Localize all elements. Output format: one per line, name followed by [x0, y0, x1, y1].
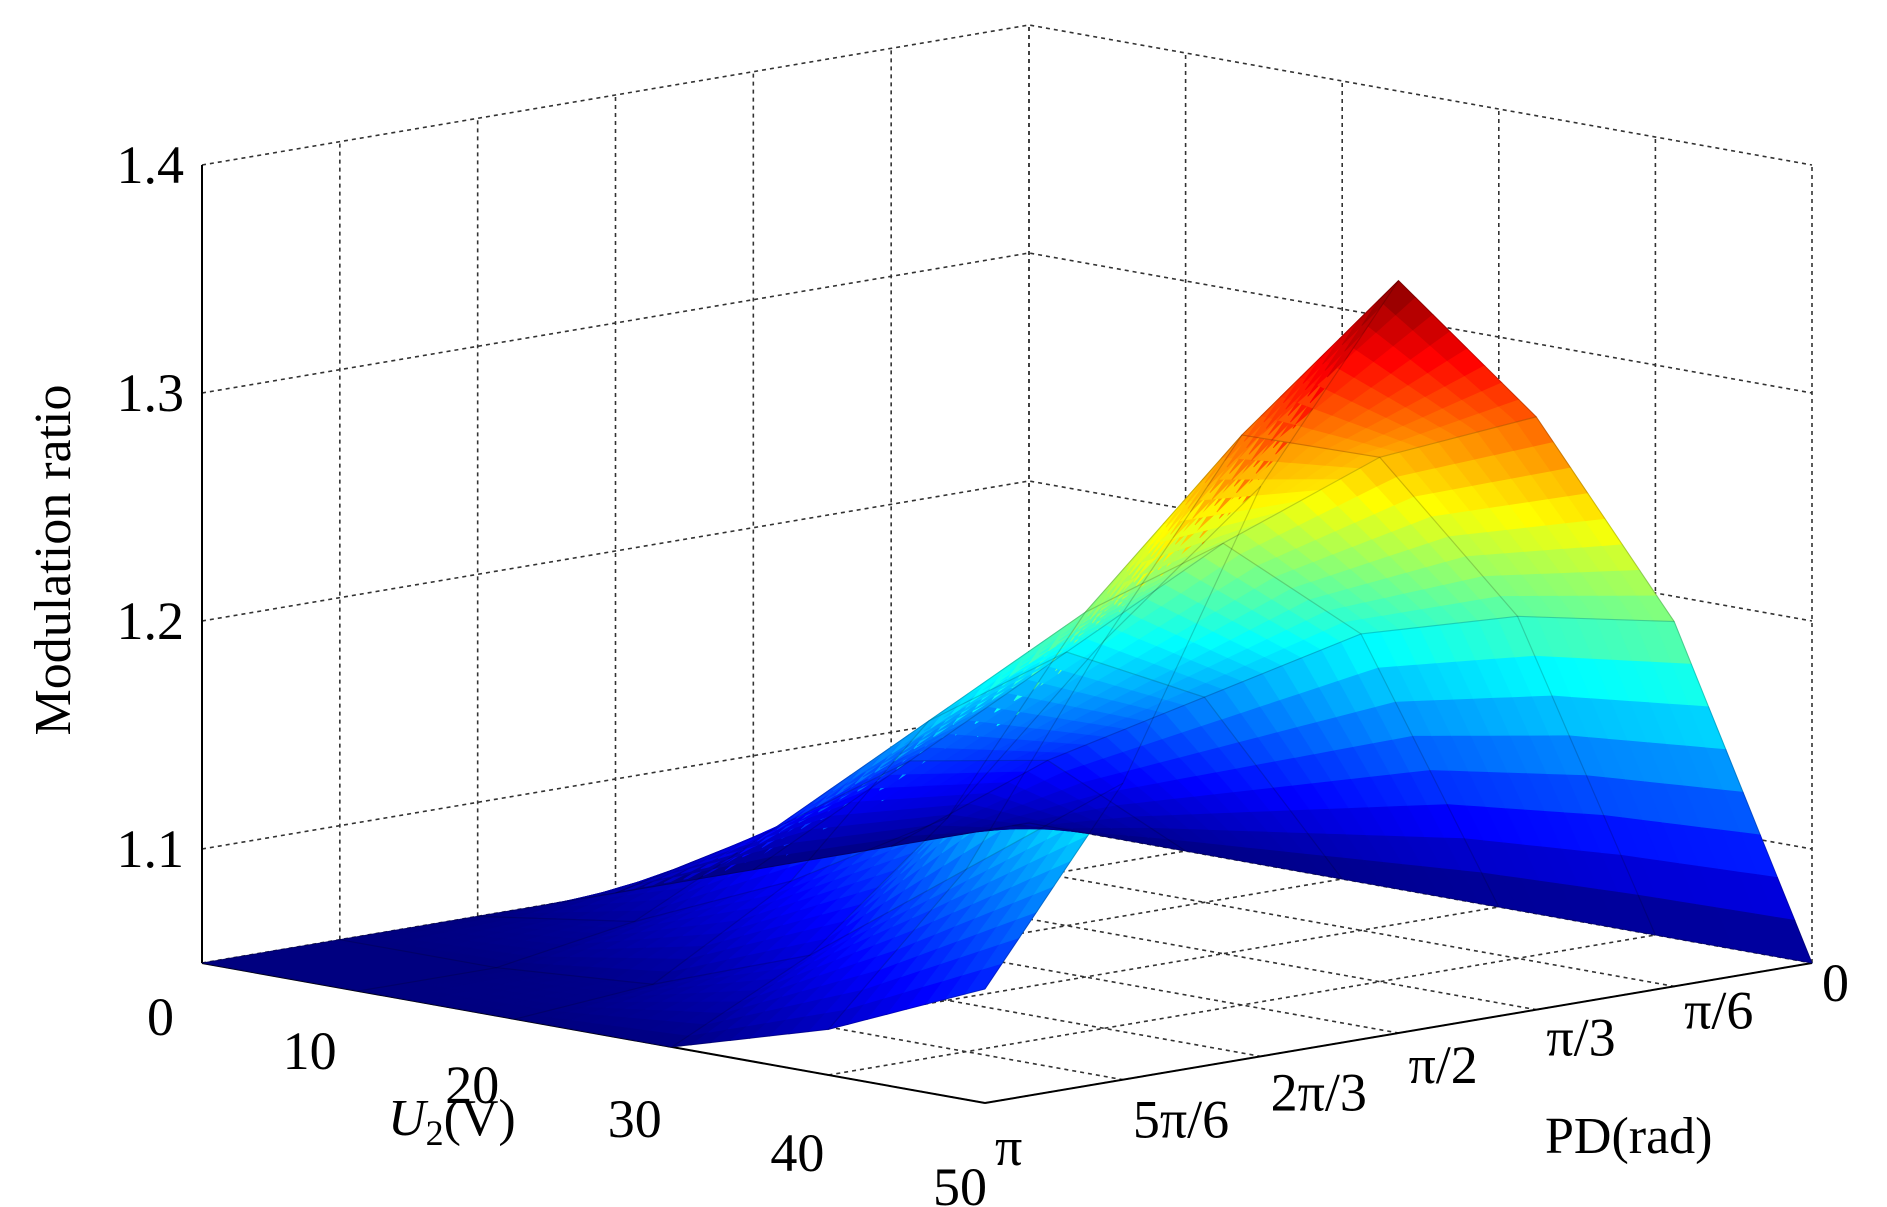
surface-mesh-line — [1028, 822, 1813, 964]
z-tick-label: 1.3 — [117, 363, 185, 423]
y-tick-label: 2π/3 — [1271, 1062, 1367, 1122]
y-tick-label: π/2 — [1409, 1035, 1478, 1095]
grid-line-floor — [828, 934, 1656, 1076]
x-tick-label: 0 — [147, 987, 174, 1047]
y-tick-label: 5π/6 — [1133, 1090, 1229, 1150]
surface-mesh-line — [890, 615, 1675, 847]
x-tick-label: 30 — [608, 1089, 662, 1149]
surface-mesh-line — [358, 759, 1186, 992]
x-tick-label: 20 — [445, 1055, 499, 1115]
y-tick-label: π/6 — [1684, 980, 1753, 1040]
y-axis-line — [984, 962, 1813, 1104]
y-tick-label: π/3 — [1546, 1008, 1615, 1068]
surface-mesh-line — [201, 962, 986, 1048]
surface-mesh-line — [671, 542, 1500, 1048]
surface-mesh-line — [477, 485, 1262, 923]
surface-mesh-line — [984, 279, 1813, 990]
x-tick-label: 40 — [770, 1123, 824, 1183]
x-axis-label-subscript: 2 — [426, 1113, 444, 1153]
surface-mesh-line — [201, 822, 1030, 964]
x-axis-label: U2(V) — [388, 1090, 516, 1153]
surface-patch — [1774, 916, 1813, 964]
y-axis-label: PD(rad) — [1545, 1108, 1713, 1165]
surface-mesh-line — [752, 416, 1537, 871]
x-axis-label-unit: (V) — [444, 1090, 516, 1147]
surface-mesh-line — [827, 434, 1656, 1030]
z-axis-label: Modulation ratio — [25, 385, 82, 736]
z-tick-label: 1.1 — [117, 819, 185, 879]
x-tick-label: 50 — [933, 1157, 987, 1207]
x-tick-label: 10 — [283, 1021, 337, 1081]
grid-line-horizontal — [201, 252, 1813, 394]
z-tick-label: 1.2 — [117, 591, 185, 651]
z-tick-label: 1.4 — [117, 135, 185, 195]
surface-plot — [201, 279, 1813, 1048]
y-tick-label: 0 — [1822, 953, 1849, 1013]
x-axis-label-symbol: U — [388, 1090, 429, 1147]
surface-mesh-line — [515, 651, 1343, 1020]
y-tick-label: π — [995, 1117, 1022, 1177]
surface-mesh-line — [339, 782, 1124, 985]
grid-line-horizontal — [201, 24, 1813, 166]
surface-mesh-line — [615, 280, 1399, 894]
